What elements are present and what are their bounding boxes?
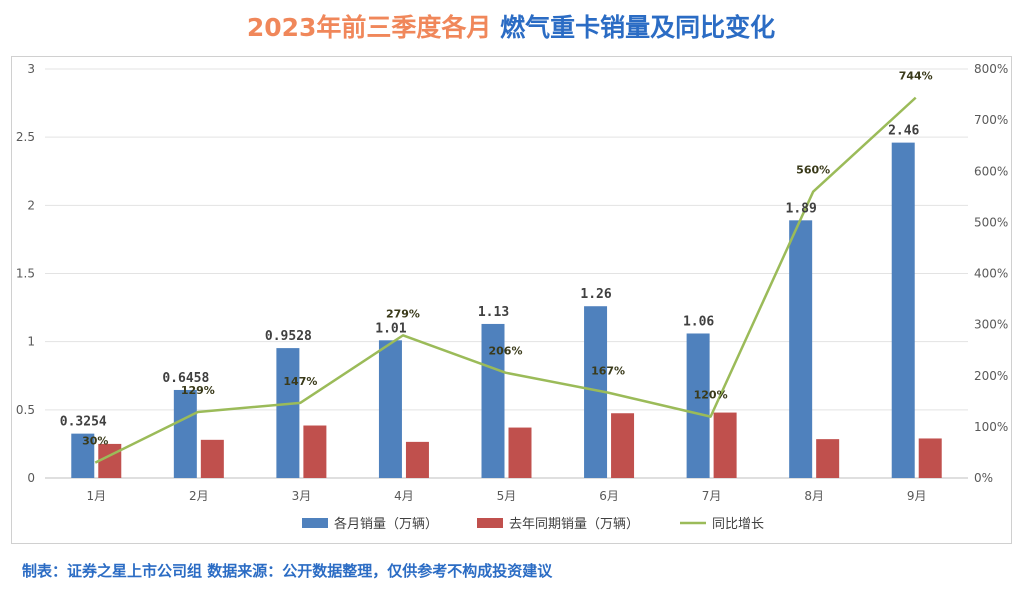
bar-value-label: 0.9528 — [265, 329, 312, 344]
bar-current — [173, 389, 197, 478]
yoy-value-label: 167% — [591, 365, 625, 378]
x-axis: 1月 2月 3月 4月 5月 6月 7月 8月 9月 — [86, 489, 926, 503]
right-tick-label: 100% — [974, 420, 1008, 434]
yoy-value-label: 30% — [82, 435, 108, 448]
right-tick-label: 600% — [974, 164, 1008, 178]
yoy-value-label: 744% — [899, 70, 933, 83]
left-tick-label: 2.5 — [16, 130, 35, 144]
legend-label-current: 各月销量（万辆） — [334, 516, 438, 532]
yoy-value-label: 147% — [283, 375, 317, 388]
bars — [71, 142, 942, 478]
bar-value-label: 1.01 — [375, 321, 406, 336]
bar-previous — [303, 425, 327, 478]
grid-lines — [45, 68, 968, 479]
legend-label-yoy: 同比增长 — [712, 517, 764, 532]
yoy-line-path — [94, 96, 917, 464]
legend-swatch-previous — [477, 518, 503, 528]
bar-value-label: 0.6458 — [162, 371, 209, 386]
yoy-value-label: 129% — [181, 384, 215, 397]
bar-current — [686, 333, 710, 478]
right-tick-label: 500% — [974, 215, 1008, 229]
bar-previous — [918, 438, 942, 478]
bar-previous — [816, 439, 840, 478]
left-tick-label: 3 — [27, 62, 35, 76]
left-tick-label: 0 — [27, 471, 35, 485]
x-tick-label: 3月 — [292, 489, 312, 503]
yoy-value-label: 560% — [796, 164, 830, 177]
footer-note: 制表：证券之星上市公司组 数据来源：公开数据整理，仅供参考不构成投资建议 — [22, 562, 553, 580]
bar-value-label: 0.3254 — [60, 415, 107, 430]
right-tick-label: 300% — [974, 318, 1008, 332]
x-tick-label: 7月 — [702, 489, 722, 503]
bar-previous — [713, 412, 737, 478]
bar-value-label: 1.06 — [683, 314, 714, 329]
x-tick-label: 5月 — [497, 489, 517, 503]
bar-current — [276, 348, 300, 478]
bar-value-label: 1.89 — [786, 201, 817, 216]
legend: 各月销量（万辆） 去年同期销量（万辆） 同比增长 — [302, 516, 764, 532]
x-tick-label: 4月 — [394, 489, 414, 503]
right-axis: 0% 100% 200% 300% 400% 500% 600% 700% 800% — [974, 62, 1008, 485]
yoy-line — [94, 96, 917, 464]
x-tick-label: 9月 — [907, 489, 927, 503]
right-tick-label: 800% — [974, 62, 1008, 76]
right-tick-label: 700% — [974, 113, 1008, 127]
x-tick-label: 8月 — [804, 489, 824, 503]
x-tick-label: 6月 — [599, 489, 619, 503]
bar-current — [378, 340, 402, 478]
legend-swatch-current — [302, 518, 328, 528]
bar-previous — [98, 443, 122, 478]
bar-current — [71, 433, 95, 478]
left-axis: 0 0.5 1 1.5 2 2.5 3 — [16, 62, 35, 485]
left-tick-label: 0.5 — [16, 403, 35, 417]
bar-current — [789, 220, 813, 478]
chart-title-part2: 燃气重卡销量及同比变化 — [500, 13, 776, 42]
bar-current — [891, 142, 915, 478]
left-tick-label: 2 — [27, 198, 35, 212]
left-tick-label: 1 — [27, 335, 35, 349]
chart-frame — [11, 56, 1012, 544]
x-tick-label: 1月 — [86, 489, 106, 503]
yoy-value-label: 206% — [489, 345, 523, 358]
right-tick-label: 200% — [974, 369, 1008, 383]
bar-previous — [611, 413, 635, 478]
right-tick-label: 400% — [974, 267, 1008, 281]
left-tick-label: 1.5 — [16, 267, 35, 281]
bar-value-label: 1.13 — [478, 305, 509, 320]
right-tick-label: 0% — [974, 471, 993, 485]
bar-previous — [200, 439, 224, 478]
bar-previous — [508, 427, 532, 478]
yoy-value-label: 279% — [386, 307, 420, 320]
bar-value-label: 2.46 — [888, 124, 919, 139]
bar-current — [481, 323, 505, 478]
legend-label-previous: 去年同期销量（万辆） — [509, 517, 639, 532]
bar-value-label: 1.26 — [580, 287, 611, 302]
data-labels: 0.3254 0.6458 0.9528 1.01 1.13 1.26 1.06 1.89 2.… — [60, 70, 933, 448]
chart-title-part1: 2023年前三季度各月 — [246, 13, 492, 42]
chart-title: 2023年前三季度各月 燃气重卡销量及同比变化 — [0, 8, 1022, 44]
bar-current — [584, 306, 608, 478]
bar-previous — [405, 441, 429, 478]
x-tick-label: 2月 — [189, 489, 209, 503]
yoy-value-label: 120% — [694, 389, 728, 402]
